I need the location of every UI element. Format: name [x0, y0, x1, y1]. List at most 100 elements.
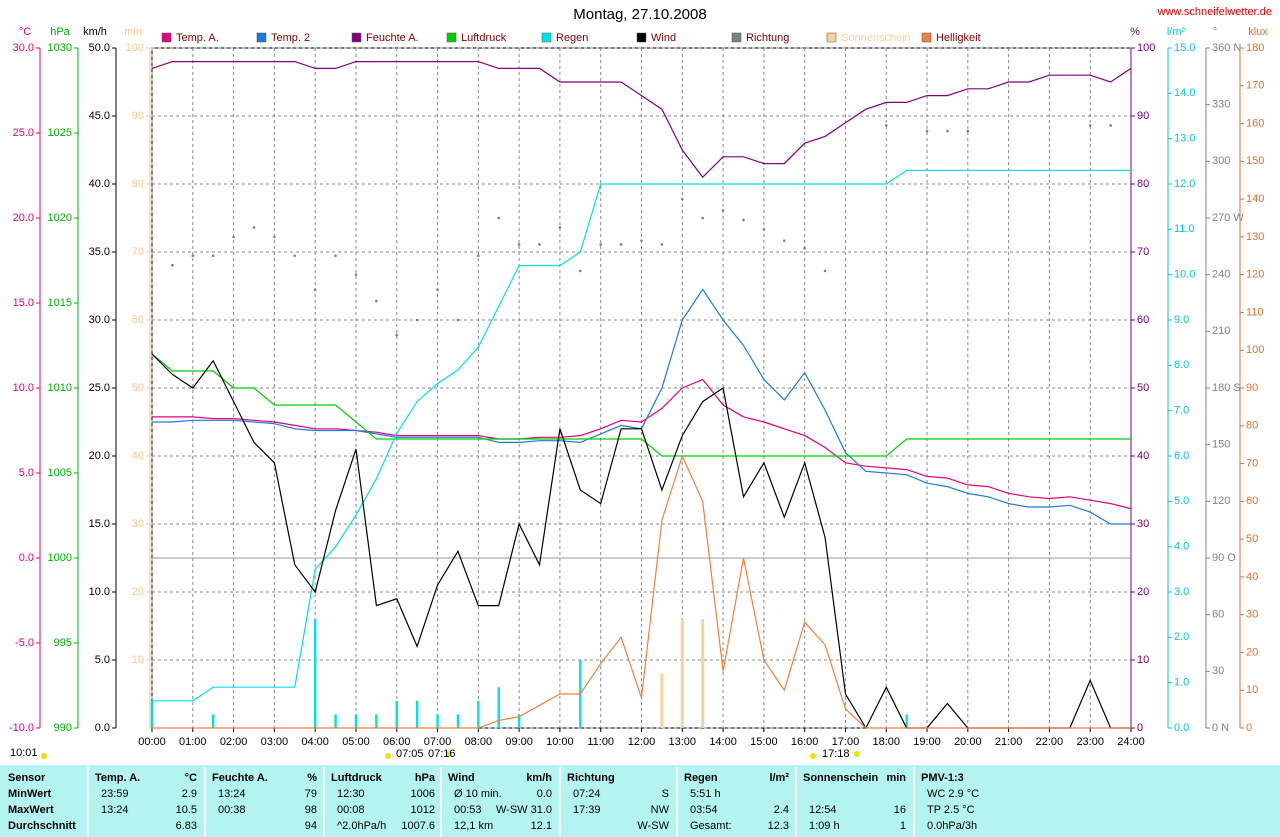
sun-icon — [854, 751, 860, 757]
y-tick-label: 70 — [1137, 246, 1149, 258]
direction-point — [599, 243, 603, 246]
y-tick-label: 140 — [1246, 193, 1264, 205]
annotation: 07:16 — [428, 748, 456, 760]
y-tick-label: 12.0 — [1174, 178, 1195, 190]
column-header: Regen — [684, 772, 718, 784]
y-tick-label: 300 — [1212, 155, 1230, 167]
y-tick-label: 210 — [1212, 325, 1230, 337]
sun-icon — [41, 753, 47, 759]
legend-swatch — [256, 32, 267, 43]
series-line — [152, 169, 1131, 702]
column-header: Sonnenschein — [803, 772, 878, 784]
column-header: Luftdruck — [331, 772, 383, 784]
y-tick-label: 10.0 — [89, 586, 110, 598]
rain-bar — [456, 714, 460, 728]
y-tick-label: 240 — [1212, 269, 1230, 281]
x-tick-label: 22:00 — [1036, 736, 1064, 748]
direction-point — [211, 254, 215, 258]
table-cell: 00:08 — [337, 804, 365, 816]
series-line — [151, 61, 1132, 179]
axis-unit: ° — [1213, 26, 1217, 38]
y-tick-label: 7.0 — [1174, 405, 1189, 417]
y-tick-label: 15.0 — [89, 518, 110, 530]
y-tick-label: 30.0 — [13, 42, 34, 54]
direction-point — [150, 301, 154, 305]
table-cell: 1 — [900, 820, 906, 832]
direction-point — [619, 243, 623, 246]
table-cell: W-SW — [637, 820, 669, 832]
sunrise-icon — [385, 753, 391, 759]
y-tick-label: 60 — [132, 314, 144, 326]
y-tick-label: 80 — [1246, 420, 1258, 432]
y-tick-label: 13.0 — [1174, 133, 1195, 145]
table-cell: 2.9 — [182, 788, 197, 800]
rain-bar — [395, 700, 398, 728]
y-tick-label: 1010 — [48, 382, 72, 394]
y-tick-label: 100 — [126, 42, 144, 54]
rain-bar — [375, 714, 378, 728]
chart-title: Montag, 27.10.2008 — [573, 6, 706, 23]
rain-bar — [497, 687, 500, 728]
rain-bar — [905, 714, 908, 728]
rain-bar — [313, 619, 317, 728]
y-tick-label: 50 — [1137, 382, 1149, 394]
series-line — [151, 353, 1131, 457]
axis-unit: km/h — [83, 26, 107, 38]
y-tick-label: 120 — [1212, 495, 1230, 507]
rain-bar — [415, 700, 419, 728]
axis-unit: °C — [19, 26, 31, 38]
y-tick-label: 60 — [1137, 314, 1149, 326]
y-tick-label: 60 — [1212, 609, 1224, 621]
x-tick-label: 18:00 — [872, 736, 900, 748]
table-cell: ^2.0hPa/h — [337, 820, 386, 832]
y-tick-label: 1025 — [48, 127, 72, 139]
y-tick-label: 30 — [1212, 665, 1224, 677]
y-tick-label: 60 — [1246, 495, 1258, 507]
column-header: PMV-1:3 — [921, 772, 964, 784]
table-cell: 12:30 — [337, 788, 365, 800]
bar — [660, 673, 664, 728]
y-tick-label: 2.0 — [1174, 631, 1189, 643]
x-tick-label: 09:00 — [505, 736, 533, 748]
table-cell: 79 — [305, 788, 317, 800]
rain-bar — [354, 714, 358, 728]
row-label: MaxWert — [8, 804, 54, 816]
y-tick-label: 0.0 — [19, 552, 34, 564]
y-tick-label: 10 — [132, 654, 144, 666]
y-tick-label: 0.0 — [95, 722, 110, 734]
y-tick-label: 1005 — [48, 467, 72, 479]
table-cell: 1006 — [411, 788, 435, 800]
axis-unit: klux — [1248, 26, 1268, 38]
y-tick-label: 110 — [1246, 306, 1264, 318]
legend-label: Wind — [651, 32, 676, 44]
y-tick-label: 130 — [1246, 231, 1264, 243]
direction-point — [721, 209, 725, 212]
y-tick-label: 10.0 — [13, 382, 34, 394]
y-tick-label: 14.0 — [1174, 87, 1195, 99]
y-tick-label: 70 — [1246, 457, 1258, 469]
y-tick-label: 1030 — [48, 42, 72, 54]
x-tick-label: 07:00 — [424, 736, 452, 748]
direction-point — [701, 216, 704, 220]
y-tick-label: 10 — [1246, 684, 1258, 696]
direction-point — [640, 239, 643, 242]
y-tick-label: 1000 — [48, 552, 72, 564]
y-tick-label: 70 — [132, 246, 144, 258]
table-cell: 0.0 — [537, 788, 552, 800]
row-label: MinWert — [8, 788, 52, 800]
legend-label: Richtung — [746, 32, 789, 44]
y-tick-label: 360 N — [1212, 42, 1241, 54]
direction-point — [517, 243, 521, 246]
y-tick-label: 20.0 — [89, 450, 110, 462]
legend-label: Feuchte A. — [366, 32, 419, 44]
x-tick-label: 01:00 — [179, 736, 207, 748]
table-cell: 0.0hPa/3h — [927, 820, 977, 832]
legend-label: Temp. A. — [176, 32, 219, 44]
x-tick-label: 13:00 — [669, 736, 697, 748]
direction-point — [660, 243, 664, 246]
y-tick-label: 40 — [132, 450, 144, 462]
legend-swatch — [921, 32, 932, 43]
y-tick-label: 25.0 — [13, 127, 34, 139]
